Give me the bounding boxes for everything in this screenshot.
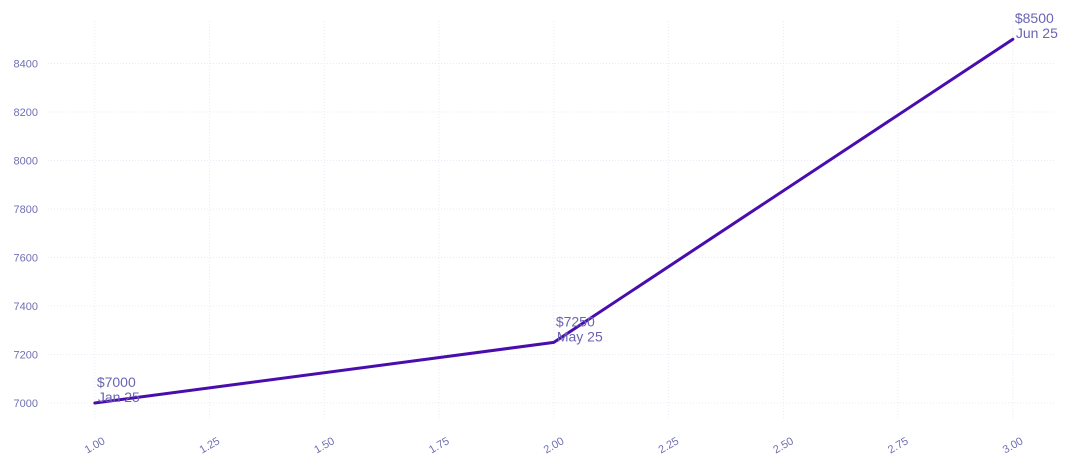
x-tick-label: 1.00 xyxy=(83,435,108,456)
annotation-price: $7250 xyxy=(556,313,595,329)
y-tick-label: 7400 xyxy=(14,301,38,313)
series-line[interactable] xyxy=(93,37,1015,405)
annotation-date: May 25 xyxy=(557,328,603,344)
y-tick-label: 8200 xyxy=(14,107,38,119)
annotation-date: Jun 25 xyxy=(1016,25,1058,41)
y-tick-label: 8400 xyxy=(14,58,38,70)
x-tick-label: 2.50 xyxy=(771,435,796,456)
y-tick-label: 8000 xyxy=(14,155,38,167)
y-tick-label: 7800 xyxy=(14,204,38,216)
x-tick-label: 1.25 xyxy=(198,435,223,456)
y-tick-label: 7200 xyxy=(14,350,38,362)
x-tick-label: 2.00 xyxy=(542,435,567,456)
annotation-price: $8500 xyxy=(1015,10,1054,26)
annotation-date: Jan 25 xyxy=(98,389,140,405)
x-tick-label: 2.25 xyxy=(657,435,682,456)
x-tick-label: 1.50 xyxy=(312,435,337,456)
y-tick-label: 7000 xyxy=(14,398,38,410)
x-tick-label: 1.75 xyxy=(427,435,452,456)
y-tick-label: 7600 xyxy=(14,252,38,264)
annotation-price: $7000 xyxy=(97,374,136,390)
x-tick-label: 2.75 xyxy=(886,435,911,456)
x-tick-label: 3.00 xyxy=(1001,435,1026,456)
